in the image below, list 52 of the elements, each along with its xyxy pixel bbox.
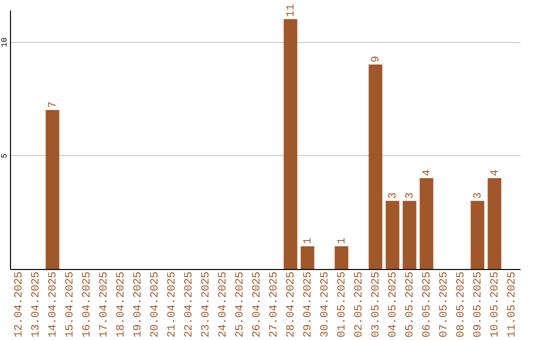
bar: [488, 178, 502, 269]
bar: [334, 246, 348, 269]
x-tick-label: 26.04.2025: [252, 272, 264, 338]
x-tick-label: 09.05.2025: [472, 272, 484, 338]
x-tick-label: 22.04.2025: [184, 272, 196, 338]
x-tick-label: 14.04.2025: [48, 272, 60, 338]
y-tick-label: 10: [0, 37, 10, 48]
x-tick-label: 03.05.2025: [370, 272, 382, 338]
x-tick-label: 01.05.2025: [336, 272, 348, 338]
x-tick-label: 02.05.2025: [354, 272, 366, 338]
data-label: 11: [286, 3, 298, 18]
x-tick-label: 25.04.2025: [234, 272, 246, 338]
bar: [300, 246, 314, 269]
data-label: 4: [490, 169, 502, 176]
x-tick-label: 11.05.2025: [506, 272, 518, 338]
bar: [386, 200, 400, 269]
x-tick-label: 04.05.2025: [388, 272, 400, 338]
x-tick-label: 27.04.2025: [268, 272, 280, 338]
x-tick-label: 05.05.2025: [404, 272, 416, 338]
x-tick-label: 17.04.2025: [98, 272, 110, 338]
x-tick-label: 30.04.2025: [320, 272, 332, 338]
x-tick-label: 20.04.2025: [150, 272, 162, 338]
data-label: 1: [302, 237, 314, 244]
x-tick-label: 21.04.2025: [166, 272, 178, 338]
data-label: 4: [422, 169, 434, 176]
data-label: 3: [472, 192, 484, 199]
x-tick-label: 16.04.2025: [82, 272, 94, 338]
bar: [46, 110, 60, 269]
x-tick-label: 13.04.2025: [30, 272, 42, 338]
data-label: 1: [336, 237, 348, 244]
x-tick-label: 28.04.2025: [286, 272, 298, 338]
data-label: 3: [404, 192, 416, 199]
x-tick-label: 29.04.2025: [302, 272, 314, 338]
x-tick-label: 15.04.2025: [64, 272, 76, 338]
x-tick-label: 10.05.2025: [490, 272, 502, 338]
x-tick-label: 07.05.2025: [438, 272, 450, 338]
x-tick-label: 19.04.2025: [132, 272, 144, 338]
x-tick-label: 23.04.2025: [200, 272, 212, 338]
x-tick-label: 06.05.2025: [422, 272, 434, 338]
x-tick-label: 24.04.2025: [218, 272, 230, 338]
data-label: 7: [48, 101, 60, 108]
bar: [420, 178, 434, 269]
bar: [402, 200, 416, 269]
data-label: 3: [388, 192, 400, 199]
x-tick-label: 18.04.2025: [116, 272, 128, 338]
y-tick-label: 5: [0, 153, 10, 158]
data-label: 9: [370, 56, 382, 63]
bar: [368, 64, 382, 269]
x-tick-label: 12.04.2025: [14, 272, 26, 338]
bar: [284, 19, 298, 269]
bar: [470, 200, 484, 269]
x-tick-label: 08.05.2025: [456, 272, 468, 338]
